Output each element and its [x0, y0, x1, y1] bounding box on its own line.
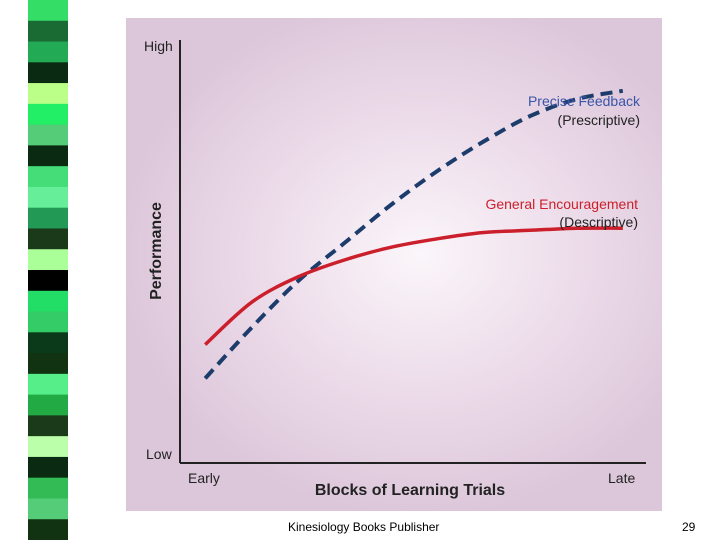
stripe-block: [28, 498, 68, 520]
stripe-block: [28, 0, 68, 22]
stripe-block: [28, 124, 68, 146]
stripe-block: [28, 477, 68, 499]
x-axis-label: Blocks of Learning Trials: [315, 482, 505, 499]
stripe-block: [28, 145, 68, 167]
y-tick-high: High: [144, 38, 173, 54]
stripe-block: [28, 20, 68, 43]
stripe-block: [28, 83, 68, 105]
series-label-general-line1: General Encouragement: [485, 196, 638, 212]
stripe-block: [28, 353, 68, 375]
stripe-block: [28, 456, 68, 479]
stripe-block: [28, 394, 68, 416]
stripe-block: [28, 62, 68, 84]
page-number: 29: [682, 520, 696, 534]
stripe-block: [28, 311, 68, 333]
series-label-general-line2: (Descriptive): [559, 214, 638, 230]
series-label-precise-line2: (Prescriptive): [558, 112, 640, 128]
stripe-block: [28, 270, 68, 292]
chart-svg: High Low Performance Early Late Blocks o…: [144, 38, 646, 499]
publisher-footer: Kinesiology Books Publisher: [288, 520, 440, 534]
decorative-stripe: [0, 0, 72, 541]
stripe-block: [28, 436, 68, 458]
stripe-block: [28, 103, 68, 126]
stripe-block: [28, 186, 68, 209]
y-tick-low: Low: [146, 446, 173, 462]
stripe-block: [28, 415, 68, 437]
y-axis-label: Performance: [148, 202, 165, 300]
stripe-block: [28, 228, 68, 250]
stripe-block: [28, 373, 68, 396]
stripe-block: [28, 332, 68, 354]
stripe-block: [28, 41, 68, 63]
chart-panel: High Low Performance Early Late Blocks o…: [126, 18, 662, 511]
stripe-block: [28, 290, 68, 313]
stripe-graphic: [28, 0, 68, 541]
stripe-block: [28, 207, 68, 229]
x-tick-early: Early: [188, 470, 220, 486]
stripe-block: [28, 166, 68, 188]
series-line-precise-feedback: [203, 88, 624, 380]
stripe-block: [28, 519, 68, 541]
stripe-block: [28, 249, 68, 271]
series-label-precise-line1: Precise Feedback: [528, 93, 641, 109]
series-line-general-encouragement: [204, 226, 623, 346]
x-tick-late: Late: [608, 470, 635, 486]
